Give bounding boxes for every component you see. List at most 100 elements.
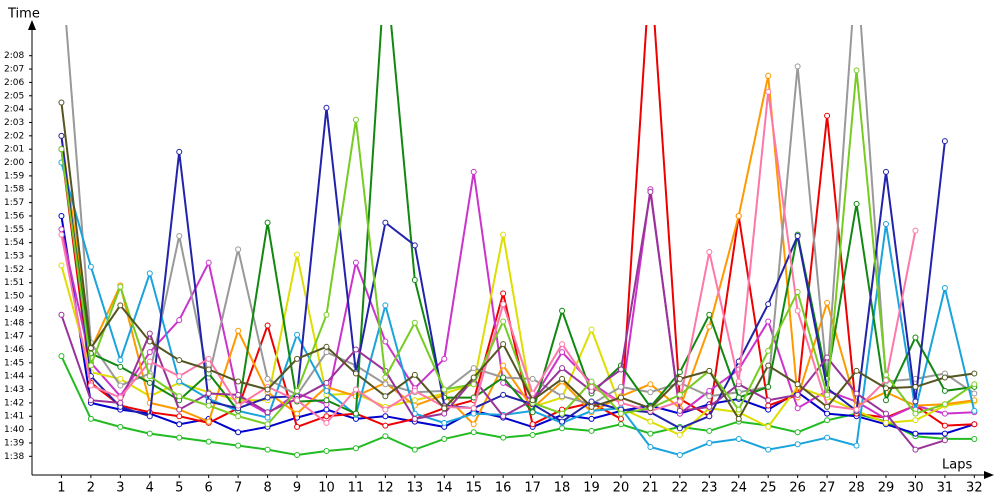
data-point [294, 251, 301, 258]
data-point [617, 415, 624, 422]
data-point [853, 442, 860, 449]
data-point [441, 355, 448, 362]
x-tick-label: 22 [672, 481, 689, 496]
y-tick-label: 1:42 [4, 398, 24, 408]
data-point [676, 431, 683, 438]
y-tick-label: 1:54 [4, 238, 24, 248]
data-point [470, 365, 477, 372]
data-point [176, 317, 183, 324]
y-tick-label: 1:46 [4, 345, 24, 355]
data-point [706, 311, 713, 318]
data-point [205, 402, 212, 409]
data-point [205, 390, 212, 397]
x-tick-label: 13 [407, 481, 424, 496]
data-point [176, 357, 183, 364]
data-point [382, 302, 389, 309]
data-point [323, 419, 330, 426]
data-point [117, 399, 124, 406]
data-point [264, 219, 271, 226]
data-point [352, 116, 359, 123]
y-tick-label: 1:41 [4, 412, 24, 422]
y-tick-label: 1:52 [4, 265, 24, 275]
x-tick-label: 1 [57, 481, 65, 496]
y-tick-label: 2:02 [4, 131, 24, 141]
data-point [500, 379, 507, 386]
y-tick-label: 1:45 [4, 358, 24, 368]
data-point [824, 112, 831, 119]
y-tick-label: 2:05 [4, 91, 24, 101]
data-point [559, 393, 566, 400]
data-point [500, 341, 507, 348]
data-point [323, 397, 330, 404]
data-point [352, 259, 359, 266]
data-point [588, 326, 595, 333]
x-tick-label: 17 [524, 481, 541, 496]
x-tick-label: 11 [348, 481, 365, 496]
data-point [264, 322, 271, 329]
data-point [824, 354, 831, 361]
data-point [824, 410, 831, 417]
x-tick-label: 5 [175, 481, 183, 496]
data-point [794, 381, 801, 388]
series-line [60, 102, 975, 421]
data-point [500, 290, 507, 297]
series-line [60, 25, 975, 429]
x-tick-label: 20 [613, 481, 630, 496]
data-point [853, 67, 860, 74]
data-point [352, 370, 359, 377]
data-point [58, 231, 65, 238]
data-point [411, 277, 418, 284]
data-point [735, 435, 742, 442]
data-point [470, 374, 477, 381]
data-point [941, 138, 948, 145]
data-point [794, 63, 801, 70]
data-point [824, 417, 831, 424]
data-point [294, 331, 301, 338]
data-point [441, 410, 448, 417]
data-point [382, 374, 389, 381]
data-point [794, 405, 801, 412]
data-point [617, 421, 624, 428]
data-point [382, 413, 389, 420]
data-point [411, 415, 418, 422]
data-point [441, 435, 448, 442]
data-point [87, 345, 94, 352]
data-point [853, 406, 860, 413]
data-point [294, 355, 301, 362]
data-point [853, 200, 860, 207]
data-point [382, 393, 389, 400]
data-point [912, 417, 919, 424]
x-tick-label: 2 [87, 481, 95, 496]
data-point [87, 415, 94, 422]
y-tick-label: 2:08 [4, 51, 24, 61]
data-point [588, 415, 595, 422]
data-point [765, 72, 772, 79]
x-tick-label: 18 [554, 481, 571, 496]
y-tick-label: 1:57 [4, 198, 24, 208]
data-point [235, 413, 242, 420]
data-point [676, 451, 683, 458]
data-point [971, 370, 978, 377]
data-point [323, 311, 330, 318]
y-tick-label: 2:06 [4, 78, 24, 88]
data-point [941, 387, 948, 394]
data-point [470, 429, 477, 436]
data-point [647, 443, 654, 450]
data-point [559, 341, 566, 348]
data-point [264, 414, 271, 421]
data-point [146, 349, 153, 356]
x-arrow [984, 471, 994, 479]
data-point [647, 430, 654, 437]
data-point [529, 397, 536, 404]
data-point [912, 227, 919, 234]
data-point [58, 311, 65, 318]
data-point [146, 413, 153, 420]
data-point [647, 188, 654, 195]
data-point [676, 398, 683, 405]
y-tick-label: 1:58 [4, 185, 24, 195]
data-point [117, 283, 124, 290]
data-point [500, 434, 507, 441]
data-point [58, 262, 65, 269]
data-point [647, 389, 654, 396]
